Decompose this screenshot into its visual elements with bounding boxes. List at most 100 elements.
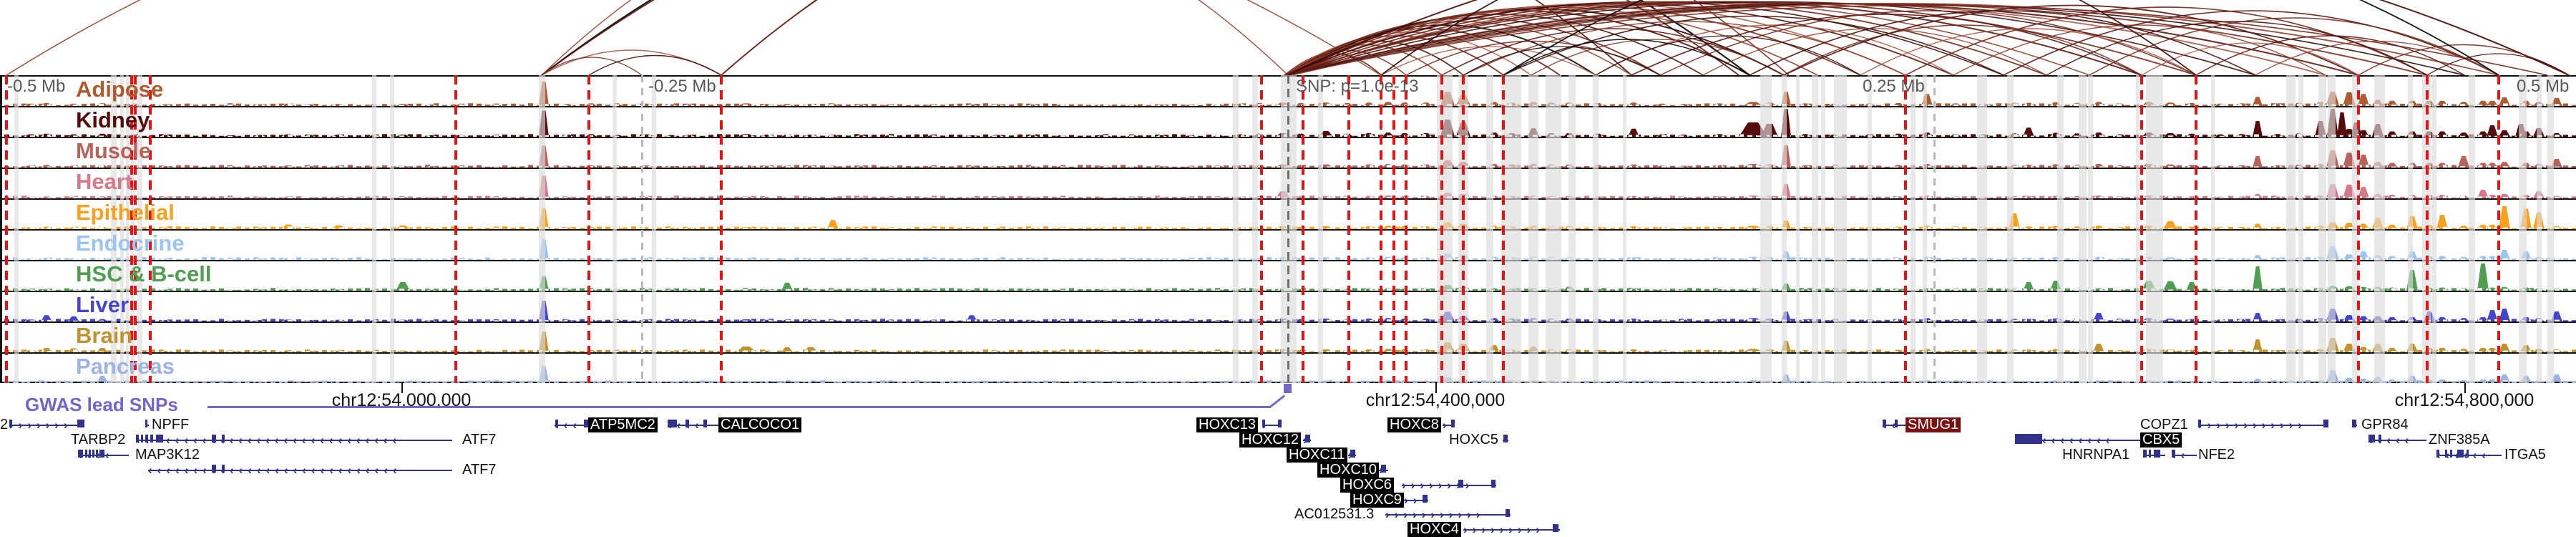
gene-smug1[interactable]: ‹‹ SMUG1 xyxy=(0,417,2576,432)
interaction-arc[interactable] xyxy=(2003,10,2499,75)
gene-body[interactable] xyxy=(146,420,149,430)
track-lane-endocrine[interactable]: Endocrine xyxy=(2,229,2576,260)
interaction-arc[interactable] xyxy=(1905,6,2428,75)
interaction-arc[interactable] xyxy=(1783,4,2359,76)
snp-red-dashed-line[interactable] xyxy=(1260,75,1263,383)
gene-hnrnpa1[interactable]: HNRNPA1 xyxy=(0,446,2576,463)
gene-body[interactable]: ‹‹‹ xyxy=(555,420,588,430)
gene-label[interactable]: ZNF385A xyxy=(2429,431,2490,448)
track-lane-adipose[interactable]: Adipose xyxy=(2,75,2576,106)
track-lane-kidney[interactable]: Kidney xyxy=(2,106,2576,137)
gene-label[interactable]: HOXC5 xyxy=(1449,431,1498,448)
interaction-arc[interactable] xyxy=(1702,28,2047,75)
snp-red-dashed-line[interactable] xyxy=(2195,75,2197,383)
gene-hoxc11[interactable]: ›HOXC11 xyxy=(0,447,2576,463)
gene-tarbp2[interactable]: ‹‹TARBP2 xyxy=(0,432,2576,448)
gene-ac012531-3[interactable]: ››››››››››› AC012531.3 xyxy=(0,507,2576,522)
gene-label[interactable]: 2 xyxy=(0,417,9,432)
track-lane-epithelial[interactable]: Epithelial xyxy=(2,198,2576,229)
snp-red-dashed-line[interactable] xyxy=(1405,75,1407,383)
interaction-arc[interactable] xyxy=(1463,46,1661,75)
track-lane-muscle[interactable]: Muscle xyxy=(2,137,2576,168)
track-lane-heart[interactable]: Heart xyxy=(2,168,2576,198)
interaction-arc[interactable] xyxy=(1659,10,2197,75)
snp-red-dashed-line[interactable] xyxy=(1440,75,1443,383)
track-lane-brain[interactable]: Brain xyxy=(2,321,2576,352)
gene-label[interactable]: NFE2 xyxy=(2198,446,2235,463)
interaction-arc[interactable] xyxy=(1503,15,2004,76)
gene-label[interactable]: CBX5 xyxy=(2140,432,2182,448)
gene-cbx5[interactable]: ‹‹‹‹‹‹‹‹‹‹‹ CBX5 xyxy=(0,432,2576,448)
gene-hoxc8[interactable]: › HOXC8 xyxy=(0,417,2576,432)
gene-body[interactable]: ››››››››››› xyxy=(1385,510,1511,521)
snp-red-dashed-line[interactable] xyxy=(2426,75,2429,383)
gene-label[interactable]: ATF7 xyxy=(462,431,497,448)
interaction-arc[interactable] xyxy=(6,0,1382,75)
track-lane-pancreas[interactable]: Pancreas xyxy=(2,352,2576,383)
interaction-arc[interactable] xyxy=(2046,21,2428,75)
gene-body[interactable]: ››››››› xyxy=(9,420,84,430)
gene-2[interactable]: ››››››› 2 xyxy=(0,417,2576,432)
interaction-arc[interactable] xyxy=(2195,35,2465,75)
gene-label[interactable]: HOXC10 xyxy=(1317,462,1380,478)
gene-label[interactable]: HOXC8 xyxy=(1387,417,1441,432)
gene-label[interactable]: HOXC11 xyxy=(1287,447,1347,463)
snp-red-dashed-line[interactable] xyxy=(2357,75,2360,383)
snp-red-dashed-line[interactable] xyxy=(454,75,457,383)
interaction-arc[interactable] xyxy=(1503,39,1750,75)
track-lane-liver[interactable]: Liver xyxy=(2,291,2576,321)
gene-atp5mc2[interactable]: ‹‹‹ ATP5MC2 xyxy=(0,417,2576,432)
interaction-arc[interactable] xyxy=(541,57,643,75)
gene-label[interactable]: MAP3K12 xyxy=(135,446,200,463)
gene-copz1[interactable]: ›››››››››››› COPZ1 xyxy=(0,417,2576,432)
interaction-arc[interactable] xyxy=(2426,53,2570,75)
gene-hoxc5[interactable]: HOXC5 xyxy=(0,432,2576,448)
gene-label[interactable]: SMUG1 xyxy=(1906,417,1961,432)
interaction-arc[interactable] xyxy=(2089,17,2499,75)
gene-label[interactable]: HOXC12 xyxy=(1239,432,1302,448)
gene-hoxc6[interactable]: ›››››››› HOXC6 xyxy=(0,477,2576,493)
interaction-arc[interactable] xyxy=(1783,24,2142,75)
snp-red-dashed-line[interactable] xyxy=(1380,75,1382,383)
interaction-arc[interactable] xyxy=(2141,42,2359,75)
gene-label[interactable]: COPZ1 xyxy=(2140,417,2188,432)
interaction-arc[interactable] xyxy=(1749,10,2256,75)
gene-map3k12[interactable]: ‹‹‹‹MAP3K12 xyxy=(0,446,2576,463)
gene-label[interactable]: HOXC6 xyxy=(1340,477,1394,493)
gene-label[interactable]: HOXC13 xyxy=(1196,417,1259,432)
gene-gpr84[interactable]: GPR84 xyxy=(0,417,2576,432)
gene-body[interactable]: ›› xyxy=(1404,495,1428,505)
interaction-arc[interactable] xyxy=(721,0,1790,75)
gene-calcoco1[interactable]: ‹‹‹‹CALCOCO1 xyxy=(0,417,2576,432)
interaction-arc[interactable] xyxy=(1287,1,2256,76)
snp-red-dashed-line[interactable] xyxy=(134,75,137,383)
snp-red-dashed-line[interactable] xyxy=(2140,75,2143,383)
gwas-lead-snp-marker[interactable] xyxy=(1284,384,1292,393)
gene-label[interactable]: HNRNPA1 xyxy=(2062,446,2130,463)
interaction-arc[interactable] xyxy=(541,0,1289,75)
interaction-arc[interactable] xyxy=(1595,35,1861,75)
gene-atf7[interactable]: ‹‹‹‹‹‹‹‹‹‹‹‹‹‹‹‹‹‹‹‹‹‹‹‹‹‹‹‹ ATF7 xyxy=(0,461,2576,478)
gene-body[interactable]: ›››››››››››› xyxy=(2198,420,2328,430)
interaction-arc[interactable] xyxy=(1860,28,2197,75)
gene-label[interactable]: GPR84 xyxy=(2361,417,2409,432)
gene-label[interactable]: ATP5MC2 xyxy=(588,417,658,432)
gene-nfe2[interactable]: ‹‹ NFE2 xyxy=(0,446,2576,463)
snp-red-dashed-line[interactable] xyxy=(1502,75,1505,383)
snp-red-dashed-line[interactable] xyxy=(1347,75,1350,383)
snp-red-dashed-line[interactable] xyxy=(5,75,8,383)
snp-red-dashed-line[interactable] xyxy=(720,75,723,383)
snp-red-dashed-line[interactable] xyxy=(1392,75,1395,383)
snp-red-dashed-line[interactable] xyxy=(1462,75,1465,383)
gene-label[interactable]: ATF7 xyxy=(462,461,497,478)
snp-red-dashed-line[interactable] xyxy=(1302,75,1304,383)
gene-hoxc9[interactable]: ›› HOXC9 xyxy=(0,492,2576,508)
gene-atf7[interactable]: ‹‹‹‹‹‹‹‹‹‹‹‹‹‹‹‹‹‹‹‹‹‹‹‹‹‹ ATF7 xyxy=(0,432,2576,448)
gene-label[interactable]: ITGA5 xyxy=(2504,446,2546,463)
snp-red-dashed-line[interactable] xyxy=(2497,75,2500,383)
gene-label[interactable]: HOXC9 xyxy=(1350,492,1404,508)
interaction-arc[interactable] xyxy=(1291,3,2499,75)
gene-body[interactable]: ››››››››› xyxy=(1463,525,1560,536)
gene-itga5[interactable]: ‹‹‹‹‹‹ITGA5 xyxy=(0,446,2576,463)
snp-red-dashed-line[interactable] xyxy=(1904,75,1907,383)
